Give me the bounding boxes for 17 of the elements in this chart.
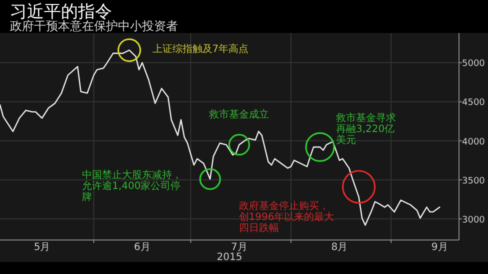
y-tick-label: 5000 [462,59,486,70]
x-tick-label: 9月 [431,242,448,253]
y-tick-label: 3500 [462,176,486,186]
annotation: 救市基金成立 [208,108,270,121]
annotation: 中国禁止大股东减持，允许逾1,400家公司停牌 [82,169,182,204]
y-tick-label: 4500 [462,98,486,108]
x-tick-label: 7月 [231,242,248,253]
x-tick-label: 5月 [34,242,50,253]
x-axis-title: 2015 [216,252,242,263]
annotation: 上证综指触及7年高点 [152,43,249,56]
x-tick-label: 6月 [134,242,150,253]
y-tick-label: 3000 [462,215,486,226]
y-tick-label: 4000 [462,137,486,148]
annotation: 政府基金停止购买，创1996年以来的最大四日跌幅 [238,200,334,234]
x-tick-label: 8月 [331,242,348,253]
annotation: 救市基金寻求再融3,220亿美元 [335,112,396,146]
chart-subtitle: 政府干预本意在保护中小投资者 [10,19,178,33]
